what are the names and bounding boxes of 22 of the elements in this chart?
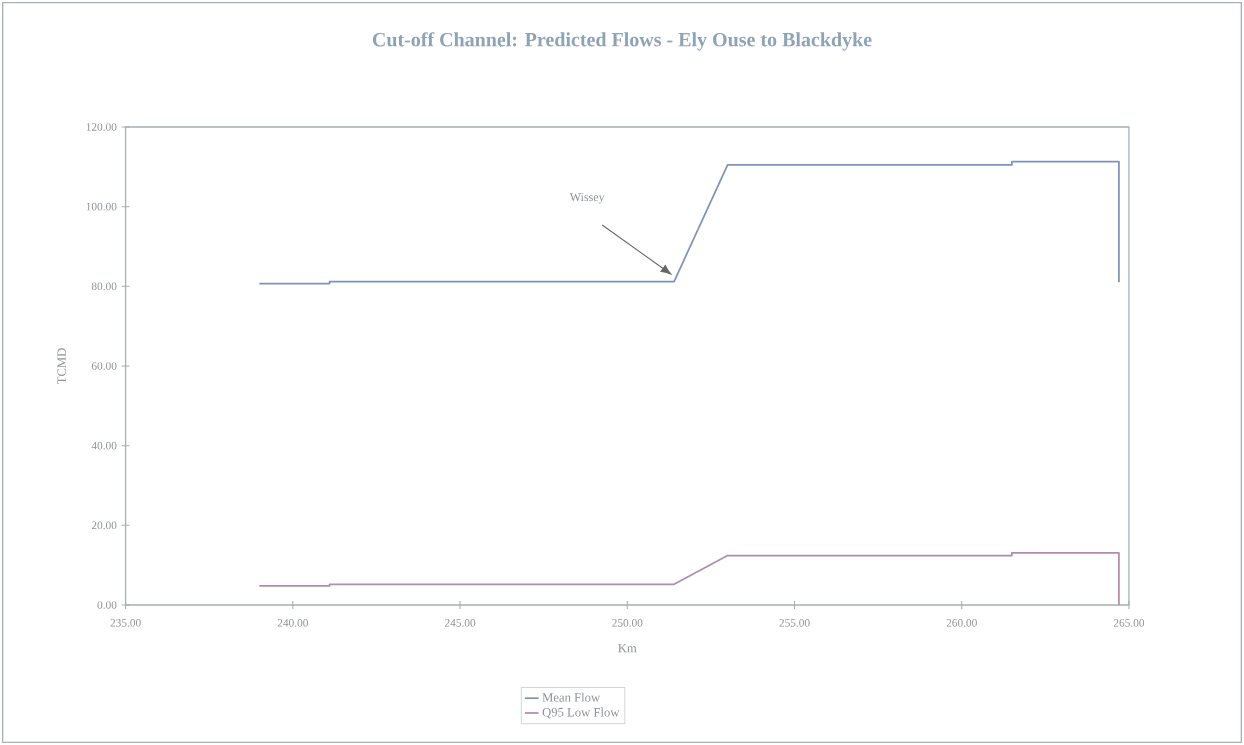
chart-title: Cut-off Channel: Predicted Flows - Ely Ouse to Blackdyke xyxy=(372,32,872,51)
line-series xyxy=(258,160,1120,285)
y-tick-label: 0.00 xyxy=(97,601,117,609)
x-tick-label: 250.00 xyxy=(612,619,643,627)
y-tick-label: 20.00 xyxy=(91,521,117,530)
x-axis-title: Km xyxy=(618,643,637,653)
y-axis-title: TCMD xyxy=(57,348,66,385)
y-tick-label: 60.00 xyxy=(91,362,117,370)
legend-label: Mean Flow xyxy=(542,692,601,702)
y-tick-label: 120.00 xyxy=(86,123,117,131)
x-tick-label: 240.00 xyxy=(277,619,308,627)
y-tick-label: 80.00 xyxy=(91,282,117,291)
y-tick-label: 100.00 xyxy=(86,202,117,211)
x-tick-label: 245.00 xyxy=(444,619,476,627)
line-series xyxy=(258,551,1120,606)
legend-label: Q95 Low Flow xyxy=(542,707,620,719)
x-tick-label: 260.00 xyxy=(946,619,977,627)
x-tick-label: 235.00 xyxy=(110,619,141,627)
annotation: Wissey xyxy=(569,193,605,204)
x-tick-label: 265.00 xyxy=(1113,619,1145,627)
x-tick-label: 255.00 xyxy=(779,619,810,627)
y-tick-label: 40.00 xyxy=(91,441,117,450)
